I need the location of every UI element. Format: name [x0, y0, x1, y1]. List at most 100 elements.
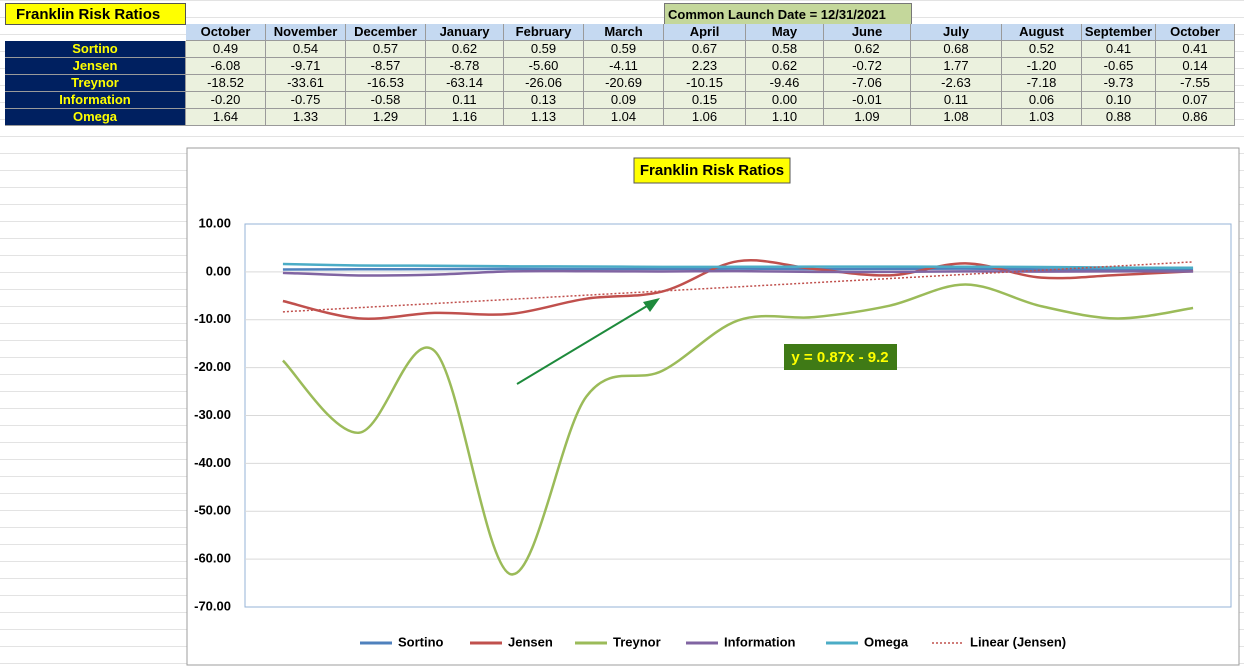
legend-label: Sortino [398, 634, 444, 649]
table-cell: -63.14 [426, 75, 504, 92]
table-cell: -7.06 [824, 75, 911, 92]
column-header: April [664, 24, 746, 41]
table-cell: -0.01 [824, 92, 911, 109]
y-tick-label: -20.00 [194, 359, 231, 374]
table-cell: 0.11 [426, 92, 504, 109]
table-cell: -0.58 [346, 92, 426, 109]
series-line [282, 262, 1194, 270]
table-cell: -9.71 [266, 58, 346, 75]
legend-label: Omega [864, 634, 909, 649]
column-header: May [746, 24, 824, 41]
table-cell: -9.73 [1082, 75, 1156, 92]
table-cell: -33.61 [266, 75, 346, 92]
table-cell: -0.20 [186, 92, 266, 109]
y-tick-label: -50.00 [194, 503, 231, 518]
column-header: December [346, 24, 426, 41]
table-cell: 0.10 [1082, 92, 1156, 109]
table-cell: 2.23 [664, 58, 746, 75]
column-header: September [1082, 24, 1156, 41]
row-label: Treynor [5, 75, 186, 92]
table-cell: -16.53 [346, 75, 426, 92]
table-cell: 0.11 [911, 92, 1002, 109]
table-cell: 0.41 [1082, 41, 1156, 58]
table-cell: 0.57 [346, 41, 426, 58]
launch-note: Common Launch Date = 12/31/2021 [664, 3, 912, 25]
table-cell: -2.63 [911, 75, 1002, 92]
column-header: October [186, 24, 266, 41]
trend-equation: y = 0.87x - 9.2 [791, 349, 888, 366]
table-cell: 0.13 [504, 92, 584, 109]
y-tick-label: -40.00 [194, 455, 231, 470]
table-cell: 1.16 [426, 109, 504, 126]
legend-label: Information [724, 634, 796, 649]
table-cell: -26.06 [504, 75, 584, 92]
row-label: Jensen [5, 58, 186, 75]
column-header: October [1156, 24, 1235, 41]
table-cell: 0.68 [911, 41, 1002, 58]
table-cell: -0.72 [824, 58, 911, 75]
series-line [282, 259, 1194, 320]
table-cell: 0.88 [1082, 109, 1156, 126]
sheet-title: Franklin Risk Ratios [5, 3, 186, 25]
y-tick-label: 0.00 [206, 263, 231, 278]
table-cell: 0.41 [1156, 41, 1235, 58]
table-cell: 1.06 [664, 109, 746, 126]
table-cell: 0.62 [426, 41, 504, 58]
table-cell: 1.08 [911, 109, 1002, 126]
table-cell: 0.14 [1156, 58, 1235, 75]
row-label: Omega [5, 109, 186, 126]
table-cell: 1.64 [186, 109, 266, 126]
table-cell: -8.57 [346, 58, 426, 75]
table-cell: 1.29 [346, 109, 426, 126]
table-cell: 0.59 [504, 41, 584, 58]
table-cell: 1.03 [1002, 109, 1082, 126]
table-cell: -8.78 [426, 58, 504, 75]
table-cell: 1.04 [584, 109, 664, 126]
y-tick-label: -70.00 [194, 598, 231, 613]
table-cell: 0.54 [266, 41, 346, 58]
table-cell: 0.59 [584, 41, 664, 58]
column-header: July [911, 24, 1002, 41]
arrow-head [643, 298, 660, 312]
table-cell: 0.62 [746, 58, 824, 75]
table-cell: -20.69 [584, 75, 664, 92]
table-cell: 0.58 [746, 41, 824, 58]
table-cell: -7.18 [1002, 75, 1082, 92]
table-cell: 1.13 [504, 109, 584, 126]
legend-label: Jensen [508, 634, 553, 649]
table-cell: -10.15 [664, 75, 746, 92]
table-cell: 0.67 [664, 41, 746, 58]
table-cell: -1.20 [1002, 58, 1082, 75]
annotation-arrow [516, 302, 653, 385]
table-cell: -0.75 [266, 92, 346, 109]
table-cell: 1.33 [266, 109, 346, 126]
table-cell: 1.77 [911, 58, 1002, 75]
y-tick-label: 10.00 [198, 215, 231, 230]
y-tick-label: -60.00 [194, 551, 231, 566]
column-header: January [426, 24, 504, 41]
series-line [282, 267, 1194, 272]
column-header: June [824, 24, 911, 41]
table-cell: -9.46 [746, 75, 824, 92]
table-cell: 0.07 [1156, 92, 1235, 109]
table-cell: -6.08 [186, 58, 266, 75]
table-cell: 1.10 [746, 109, 824, 126]
column-header: November [266, 24, 346, 41]
legend-label: Treynor [613, 634, 661, 649]
column-header: August [1002, 24, 1082, 41]
table-cell: -18.52 [186, 75, 266, 92]
table-cell: 1.09 [824, 109, 911, 126]
table-cell: 0.00 [746, 92, 824, 109]
y-tick-label: -30.00 [194, 407, 231, 422]
table-cell: 0.06 [1002, 92, 1082, 109]
table-cell: 0.49 [186, 41, 266, 58]
row-label: Information [5, 92, 186, 109]
chart-title: Franklin Risk Ratios [640, 162, 784, 179]
column-header: March [584, 24, 664, 41]
y-tick-label: -10.00 [194, 311, 231, 326]
table-cell: 0.15 [664, 92, 746, 109]
table-cell: -5.60 [504, 58, 584, 75]
legend-label: Linear (Jensen) [970, 634, 1066, 649]
